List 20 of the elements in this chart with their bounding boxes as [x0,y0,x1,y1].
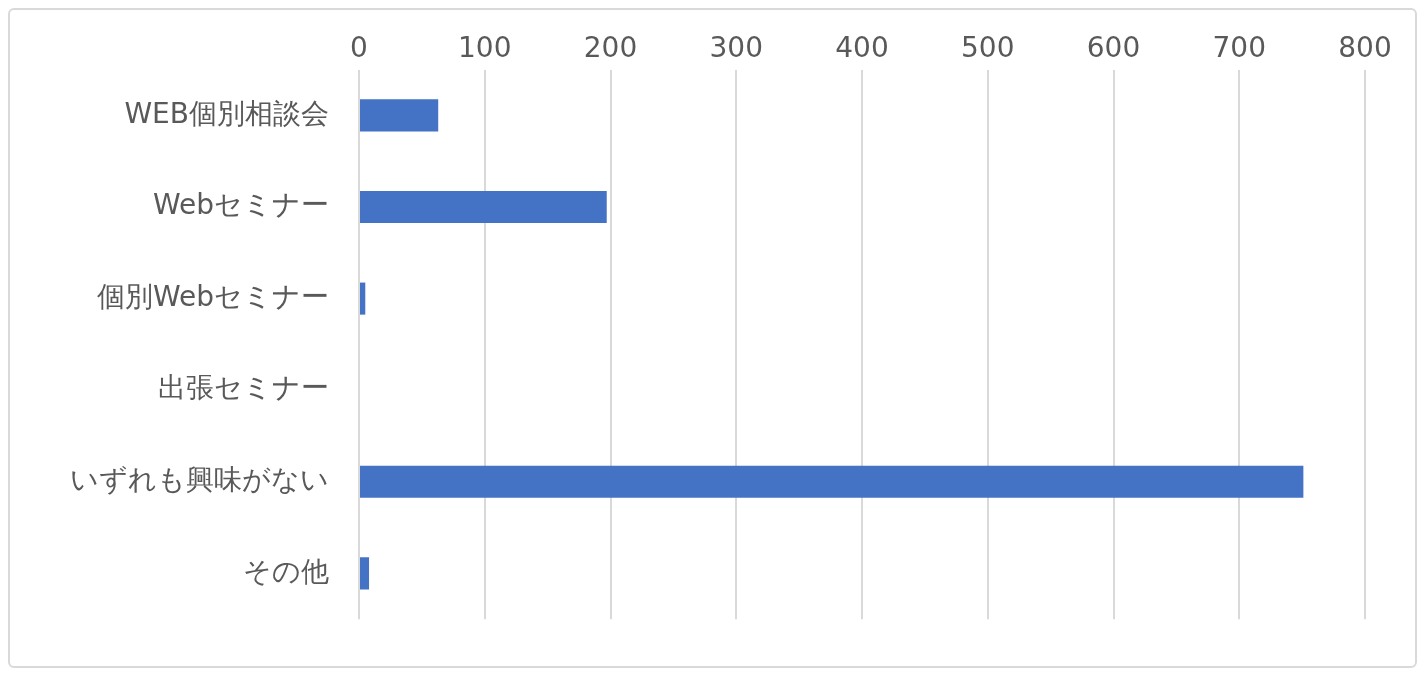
x-tick-label: 700 [1212,31,1266,65]
bar [360,190,607,224]
y-tick-label: 個別Webセミナー [96,279,329,313]
x-tick-label: 100 [458,31,512,65]
y-tick-label: WEB個別相談会 [124,96,329,130]
x-tick-label: 300 [709,31,763,65]
x-tick-label: 200 [583,31,638,65]
y-tick-label: 出張セミナー [158,371,329,405]
bar [360,557,370,590]
x-tick-label: 600 [1086,31,1141,65]
x-tick-label: 0 [350,31,368,65]
y-tick-label: その他 [243,554,329,588]
bar [360,99,439,132]
y-tick-label: Webセミナー [152,188,329,222]
x-tick-label: 800 [1338,31,1392,65]
bar [360,465,1304,498]
y-tick-label: いずれも興味がない [70,463,329,497]
bar [360,282,366,315]
x-tick-label: 500 [961,31,1015,65]
x-tick-label: 400 [835,31,889,65]
